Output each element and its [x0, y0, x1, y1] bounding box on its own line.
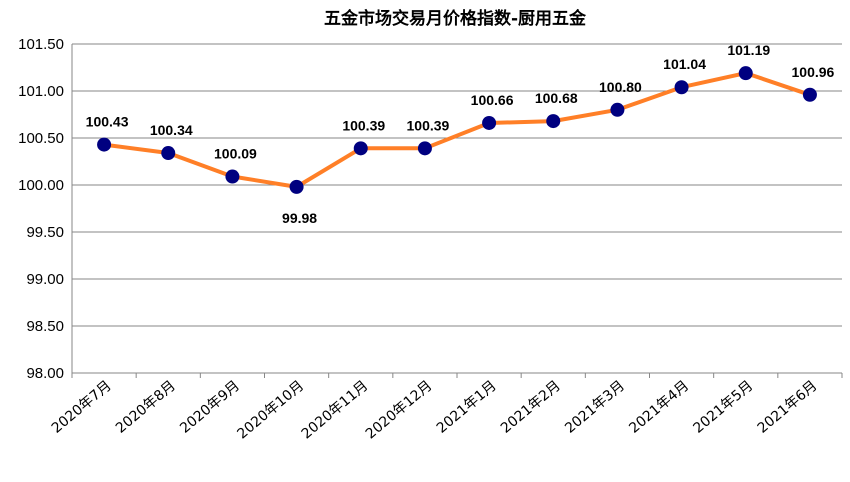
y-tick-label: 98.50 — [26, 318, 64, 335]
data-point — [289, 179, 304, 194]
data-label: 100.66 — [471, 92, 514, 108]
data-labels: 100.43 100.34 100.09 99.98 100.39 100.39 100.6… — [86, 42, 835, 226]
data-label: 100.43 — [86, 114, 129, 130]
data-point — [802, 87, 817, 102]
y-tick-label: 100.00 — [18, 177, 64, 194]
data-label: 100.39 — [342, 117, 385, 133]
data-point — [161, 146, 176, 161]
x-tick-label: 2020年7月 — [49, 378, 115, 437]
series-markers — [97, 66, 817, 194]
x-tick-label: 2021年6月 — [755, 378, 821, 437]
data-point — [97, 137, 112, 152]
chart-title: 五金市场交易月价格指数-厨用五金 — [324, 8, 587, 29]
data-point — [674, 80, 689, 95]
data-point — [546, 114, 561, 129]
data-label: 100.39 — [407, 117, 450, 133]
x-axis: 2020年7月2020年8月2020年9月2020年10月2020年11月202… — [49, 378, 821, 443]
data-point — [610, 102, 625, 117]
y-tick-label: 98.00 — [26, 365, 64, 382]
data-label: 101.19 — [727, 42, 770, 58]
series-line-path — [102, 71, 812, 189]
data-point — [353, 141, 368, 156]
y-tick-label: 101.00 — [18, 83, 64, 100]
x-tick-label: 2021年4月 — [626, 378, 692, 437]
x-tick-label: 2020年8月 — [113, 378, 179, 437]
gridlines — [71, 43, 843, 378]
x-tick-label: 2021年5月 — [690, 378, 756, 437]
x-tick-label: 2020年11月 — [299, 378, 372, 443]
data-label: 100.34 — [150, 122, 193, 138]
x-tick-label: 2020年10月 — [234, 378, 307, 443]
data-point — [417, 141, 432, 156]
data-label: 100.96 — [792, 64, 835, 80]
x-tick-label: 2021年3月 — [562, 378, 628, 437]
data-label: 100.80 — [599, 79, 642, 95]
data-label: 101.04 — [663, 56, 706, 72]
y-tick-label: 100.50 — [18, 130, 64, 147]
data-label: 100.68 — [535, 90, 578, 106]
x-tick-label: 2020年9月 — [177, 378, 243, 437]
series-line — [102, 71, 812, 189]
data-label: 100.09 — [214, 146, 257, 162]
y-tick-label: 101.50 — [18, 36, 64, 53]
y-tick-label: 99.00 — [26, 271, 64, 288]
y-tick-label: 99.50 — [26, 224, 64, 241]
x-tick-label: 2021年2月 — [498, 378, 564, 437]
data-point — [482, 115, 497, 130]
data-point — [225, 169, 240, 184]
y-axis: 98.00 98.50 99.00 99.50 100.00 100.50 101.00 10… — [18, 36, 64, 382]
x-tick-label: 2021年1月 — [434, 378, 500, 437]
data-label: 99.98 — [282, 210, 317, 226]
x-tick-label: 2020年12月 — [363, 378, 436, 443]
data-point — [738, 66, 753, 81]
